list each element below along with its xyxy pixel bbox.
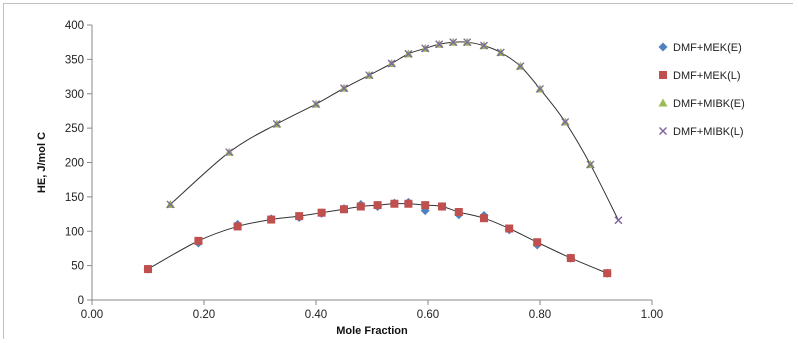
data-point <box>603 269 612 278</box>
data-point <box>144 265 152 274</box>
series-dmf-mek-l- <box>144 199 612 278</box>
data-point <box>454 208 463 216</box>
legend-label: DMF+MEK(L) <box>673 70 741 82</box>
legend-label: DMF+MIBK(E) <box>673 98 745 110</box>
legend-item: DMF+MIBK(E) <box>658 98 745 110</box>
x-tick-label: 0.80 <box>529 309 551 321</box>
data-point <box>166 200 175 209</box>
data-point <box>480 41 488 50</box>
y-axis-title: HE, J/mol C <box>36 132 48 193</box>
y-tick-label: 100 <box>65 226 84 238</box>
data-point <box>312 100 320 109</box>
series-dmf-mibk-e- <box>165 37 595 208</box>
data-point <box>267 215 276 224</box>
y-tick-label: 400 <box>65 20 84 32</box>
data-point <box>317 208 326 217</box>
legend-marker <box>658 42 668 52</box>
y-axis: 0 50 100 150 200 250 300 350 400 <box>65 20 93 307</box>
y-tick-label: 200 <box>65 158 84 170</box>
data-point <box>390 199 399 208</box>
y-tick-label: 250 <box>65 123 84 135</box>
data-point <box>225 148 234 157</box>
x-tick-label: 0.60 <box>417 309 439 321</box>
data-point <box>438 202 446 211</box>
data-point <box>421 44 430 53</box>
y-tick-label: 0 <box>78 295 84 307</box>
data-point <box>295 212 304 221</box>
data-point <box>435 40 444 49</box>
y-tick-label: 50 <box>71 261 84 273</box>
data-point <box>340 84 348 93</box>
x-tick-label: 0.40 <box>305 309 327 321</box>
data-point <box>480 214 488 223</box>
data-point <box>387 59 396 68</box>
data-point <box>356 202 365 211</box>
data-point <box>449 38 458 47</box>
data-point <box>194 236 203 245</box>
x-tick-label: 1.00 <box>641 309 663 321</box>
data-point <box>566 254 575 263</box>
data-point <box>404 199 413 208</box>
data-point <box>586 160 595 169</box>
legend-marker <box>659 127 667 135</box>
legend-marker <box>659 71 667 79</box>
legend-label: DMF+MEK(E) <box>673 42 742 54</box>
series-dmf-mek-e- <box>143 197 612 278</box>
data-points <box>143 37 623 278</box>
legend-marker <box>658 98 668 107</box>
x-tick-label: 0.20 <box>193 309 215 321</box>
x-axis: 0.00 0.20 0.40 0.60 0.80 1.00 <box>81 299 663 321</box>
legend-item: DMF+MEK(E) <box>658 42 742 54</box>
trendline-dmf-mibk <box>170 41 619 221</box>
y-tick-label: 350 <box>65 54 84 66</box>
data-point <box>536 84 544 93</box>
series-dmf-mibk-l- <box>166 38 623 225</box>
x-tick-label: 0.00 <box>81 309 103 321</box>
data-point <box>516 62 525 71</box>
y-tick-label: 150 <box>65 192 84 204</box>
y-tick-label: 300 <box>65 89 84 101</box>
data-point <box>463 38 472 47</box>
data-point <box>421 201 430 210</box>
data-point <box>365 71 374 80</box>
legend-label: DMF+MIBK(L) <box>673 126 744 138</box>
trendlines <box>147 41 619 274</box>
data-point <box>505 224 514 233</box>
legend: DMF+MEK(E) DMF+MEK(L) DMF+MIBK(E) DMF+MIBK(… <box>658 42 745 138</box>
data-point <box>233 222 242 231</box>
data-point <box>496 48 505 57</box>
data-point <box>340 205 348 214</box>
data-point <box>373 201 382 210</box>
data-point <box>561 117 570 126</box>
chart-frame <box>3 3 793 339</box>
x-axis-title: Mole Fraction <box>336 325 408 337</box>
data-point <box>272 120 281 128</box>
data-point <box>404 49 413 58</box>
data-point <box>614 216 623 225</box>
legend-item: DMF+MEK(L) <box>659 70 741 82</box>
data-point <box>533 238 542 247</box>
legend-item: DMF+MIBK(L) <box>659 126 744 138</box>
